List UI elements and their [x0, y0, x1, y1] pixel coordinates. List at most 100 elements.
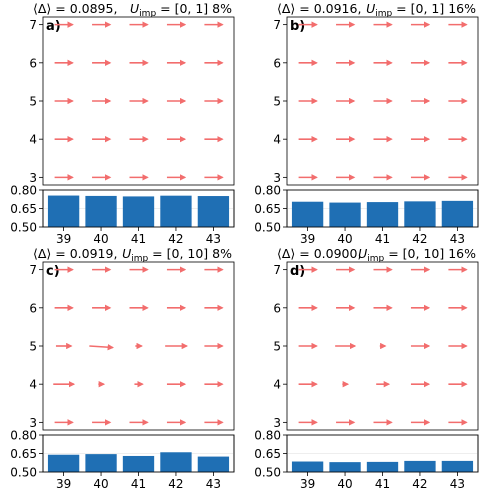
bar	[441, 200, 474, 227]
u-symbol: U	[130, 1, 139, 16]
x-tick-label: 42	[168, 232, 183, 246]
u-range: = [0, 1] 8%	[156, 1, 232, 16]
x-tick-label: 40	[93, 477, 108, 491]
y-tick-label: 5	[273, 95, 281, 109]
u-range: = [0, 10] 8%	[148, 246, 232, 261]
bar	[197, 196, 230, 227]
y-tick-label: 6	[273, 301, 281, 315]
bar-y-tick-label: 0.50	[10, 221, 37, 235]
bar	[404, 460, 436, 472]
bar-y-tick-label: 0.65	[10, 447, 37, 461]
y-tick-label: 7	[273, 18, 281, 32]
x-tick-label: 41	[375, 477, 390, 491]
quiver-arrow	[89, 343, 115, 351]
y-tick-label: 4	[273, 378, 281, 392]
y-tick-label: 7	[273, 263, 281, 277]
panel-label: d)	[290, 264, 305, 279]
x-tick-label: 39	[56, 477, 71, 491]
u-symbol: U	[358, 246, 367, 261]
u-subscript: imp	[375, 9, 392, 19]
y-tick-label: 5	[273, 340, 281, 354]
bar	[85, 195, 117, 227]
x-tick-label: 40	[337, 232, 352, 246]
bar	[291, 461, 324, 472]
panel-title-delta: ⟨Δ⟩ = 0.0895,	[33, 1, 117, 16]
y-tick-label: 5	[29, 340, 37, 354]
x-tick-label: 41	[375, 232, 390, 246]
bar	[85, 454, 117, 472]
bar	[47, 454, 80, 472]
bar-y-tick-label: 0.50	[254, 221, 281, 235]
bar-frame-outline	[286, 434, 479, 473]
bar-y-tick-label: 0.80	[254, 184, 281, 198]
u-range: = [0, 10] 16%	[384, 246, 476, 261]
x-tick-label: 42	[412, 477, 427, 491]
panel-title-delta: ⟨Δ⟩ = 0.0900,	[277, 246, 361, 261]
bar-y-tick-label: 0.50	[10, 466, 37, 480]
bar-y-tick-label: 0.65	[254, 202, 281, 216]
x-tick-label: 41	[131, 232, 146, 246]
y-tick-label: 6	[29, 301, 37, 315]
x-tick-label: 43	[450, 232, 465, 246]
panel-1: ⟨Δ⟩ = 0.0916, Uimp = [0, 1] 16% 3 4 5 6 7 b) 0.5…	[254, 1, 479, 246]
u-symbol: U	[122, 246, 131, 261]
bar-y-tick-label: 0.80	[254, 429, 281, 443]
u-subscript: imp	[131, 254, 148, 264]
x-tick-label: 41	[131, 477, 146, 491]
x-tick-label: 39	[300, 232, 315, 246]
x-tick-label: 43	[450, 477, 465, 491]
y-tick-label: 6	[29, 56, 37, 70]
bar	[197, 456, 230, 472]
panel-title-u: Uimp = [0, 10] 8%	[122, 246, 232, 264]
bar-y-tick-label: 0.80	[10, 429, 37, 443]
x-tick-label: 40	[93, 232, 108, 246]
x-tick-label: 43	[206, 477, 221, 491]
panel-title-u: Uimp = [0, 1] 16%	[366, 1, 476, 19]
u-subscript: imp	[367, 254, 384, 264]
bar	[329, 462, 361, 472]
bar	[291, 201, 324, 227]
panel-2: ⟨Δ⟩ = 0.0919, Uimp = [0, 10] 8% 3 4 5 6 7 c) 0.5…	[10, 246, 235, 491]
bar	[160, 195, 192, 227]
bar-frame-outline	[286, 189, 479, 228]
u-symbol: U	[366, 1, 375, 16]
panel-title-delta: ⟨Δ⟩ = 0.0916,	[277, 1, 361, 16]
bar	[366, 461, 399, 472]
y-tick-label: 3	[273, 171, 281, 185]
panel-label: a)	[46, 19, 61, 34]
u-subscript: imp	[139, 9, 156, 19]
y-tick-label: 4	[273, 133, 281, 147]
x-tick-label: 39	[300, 477, 315, 491]
panel-3: ⟨Δ⟩ = 0.0900,Uimp = [0, 10] 16% 3 4 5 6 7 d) 0.…	[254, 246, 479, 491]
bar	[404, 201, 436, 227]
bar	[366, 202, 399, 227]
u-range: = [0, 1] 16%	[392, 1, 476, 16]
x-tick-label: 42	[412, 232, 427, 246]
bar	[160, 452, 192, 472]
y-tick-label: 4	[29, 378, 37, 392]
x-tick-label: 40	[337, 477, 352, 491]
y-tick-label: 4	[29, 133, 37, 147]
panel-label: c)	[46, 264, 60, 279]
bar-y-tick-label: 0.65	[10, 202, 37, 216]
bar-y-tick-label: 0.50	[254, 466, 281, 480]
x-tick-label: 39	[56, 232, 71, 246]
y-tick-label: 3	[29, 416, 37, 430]
panel-title-delta: ⟨Δ⟩ = 0.0919,	[33, 246, 117, 261]
y-tick-label: 7	[29, 263, 37, 277]
x-tick-label: 43	[206, 232, 221, 246]
bar	[47, 195, 80, 227]
panel-label: b)	[290, 19, 305, 34]
bar	[441, 460, 474, 472]
bar-y-tick-label: 0.80	[10, 184, 37, 198]
bar	[122, 455, 155, 472]
panel-title-u: Uimp = [0, 1] 8%	[130, 1, 232, 19]
bar-y-tick-label: 0.65	[254, 447, 281, 461]
y-tick-label: 6	[273, 56, 281, 70]
bar	[122, 196, 155, 227]
panel-0: ⟨Δ⟩ = 0.0895, Uimp = [0, 1] 8% 3 4 5 6 7 a) 0.50…	[10, 1, 235, 246]
y-tick-label: 7	[29, 18, 37, 32]
y-tick-label: 3	[29, 171, 37, 185]
bar	[329, 202, 361, 227]
